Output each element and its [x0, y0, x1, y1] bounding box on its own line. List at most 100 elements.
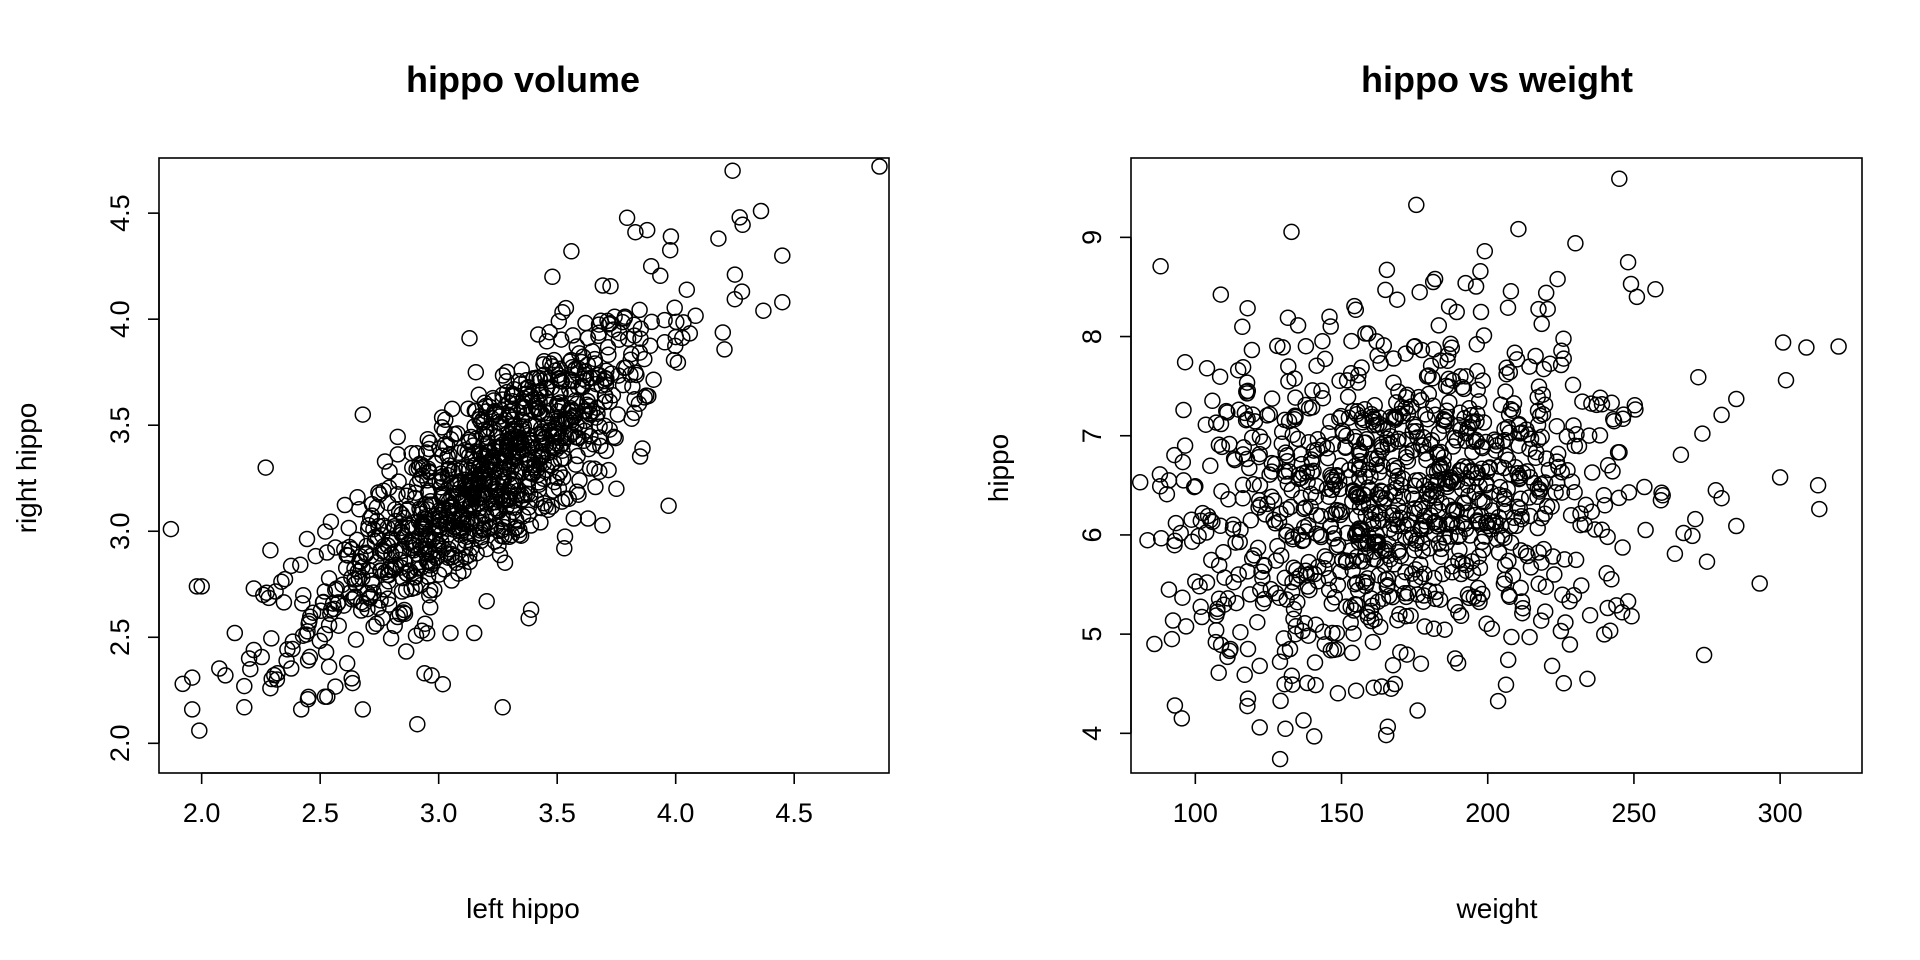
data-point	[1263, 488, 1280, 506]
data-point	[1398, 445, 1415, 462]
data-point	[1405, 504, 1423, 522]
data-point	[1380, 535, 1397, 553]
data-point	[299, 652, 317, 669]
data-point	[1666, 545, 1684, 563]
y-tick-label: 3.0	[105, 512, 135, 550]
data-point	[1562, 506, 1580, 524]
y-tick-label: 5	[1077, 627, 1107, 642]
chart-title: hippo volume	[406, 59, 640, 100]
data-point	[1322, 642, 1340, 659]
data-point	[397, 643, 415, 660]
data-point	[1271, 653, 1289, 671]
data-point	[282, 557, 300, 575]
y-tick-label: 6	[1077, 527, 1107, 542]
data-point	[1418, 368, 1436, 385]
data-point	[520, 609, 537, 627]
data-point	[1453, 378, 1471, 396]
data-point	[636, 350, 653, 368]
data-point	[1279, 309, 1297, 327]
data-point	[1495, 575, 1513, 592]
data-point	[1289, 317, 1307, 334]
data-point	[534, 428, 551, 445]
data-point	[1175, 472, 1192, 489]
data-point	[1350, 520, 1368, 537]
data-point	[1307, 616, 1325, 633]
data-point	[317, 643, 335, 661]
data-point	[1340, 409, 1358, 426]
data-point	[477, 397, 495, 415]
data-point	[1483, 521, 1500, 538]
data-point	[1379, 576, 1396, 594]
data-point	[1353, 359, 1370, 376]
data-point	[380, 596, 398, 613]
data-point	[217, 667, 234, 684]
data-point	[403, 532, 421, 550]
data-point	[1469, 381, 1486, 398]
data-point	[774, 293, 791, 311]
data-point	[569, 447, 586, 465]
data-point	[1424, 482, 1442, 500]
data-point	[1346, 596, 1364, 613]
data-point	[1151, 478, 1169, 495]
data-point	[535, 454, 553, 472]
data-point	[1254, 594, 1272, 612]
data-point	[1570, 437, 1588, 455]
data-point	[562, 412, 580, 429]
data-point	[1530, 300, 1547, 318]
data-point	[1283, 667, 1301, 685]
data-point	[608, 480, 625, 498]
data-point	[1338, 427, 1355, 445]
data-point	[1299, 674, 1316, 692]
data-point	[1397, 389, 1415, 406]
data-point	[1323, 468, 1341, 486]
data-point	[1532, 612, 1550, 629]
data-point	[1398, 646, 1416, 663]
data-point	[1491, 486, 1508, 504]
data-point	[423, 667, 440, 684]
data-point	[586, 350, 604, 368]
data-point	[1553, 464, 1571, 481]
data-point	[463, 513, 481, 531]
data-point	[1527, 449, 1544, 467]
data-point	[1438, 516, 1455, 533]
data-point	[1350, 533, 1368, 551]
data-point	[390, 503, 408, 521]
data-point	[255, 586, 272, 604]
data-point	[1198, 360, 1216, 377]
y-tick-label: 4.0	[105, 300, 135, 338]
data-point	[1477, 433, 1495, 451]
data-point	[562, 351, 580, 369]
data-point	[1369, 533, 1387, 550]
data-point	[1533, 509, 1550, 527]
data-point	[1377, 281, 1394, 299]
data-point	[477, 465, 494, 482]
data-point	[1611, 444, 1628, 461]
data-point	[1331, 409, 1348, 427]
x-tick-label: 3.5	[538, 798, 576, 828]
data-point	[1636, 478, 1653, 496]
data-point	[347, 631, 365, 648]
data-point	[461, 553, 478, 571]
data-point	[678, 281, 696, 298]
data-point	[1809, 477, 1827, 494]
data-point	[1531, 483, 1548, 500]
data-point	[724, 162, 741, 179]
data-point	[372, 562, 389, 579]
data-point	[1540, 461, 1558, 479]
data-point	[522, 517, 540, 534]
data-point	[1497, 676, 1515, 693]
data-point	[368, 615, 385, 633]
data-point	[1238, 450, 1256, 468]
data-point	[1448, 303, 1465, 321]
data-point	[301, 648, 319, 666]
data-point	[505, 387, 523, 405]
data-point	[1576, 516, 1593, 533]
data-point	[660, 497, 677, 515]
data-point	[1471, 477, 1488, 495]
data-point	[1468, 433, 1486, 450]
data-point	[1557, 614, 1574, 631]
data-point	[390, 473, 407, 490]
data-point	[1236, 666, 1253, 684]
data-point	[461, 330, 478, 347]
data-point	[1469, 590, 1487, 607]
